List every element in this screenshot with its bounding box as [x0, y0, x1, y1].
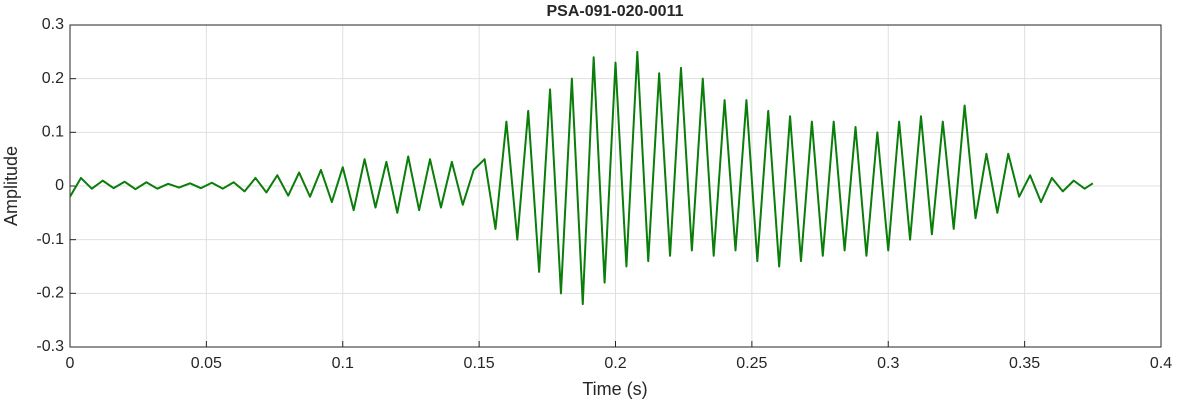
y-tick-label: 0.3 [42, 16, 64, 33]
y-tick-label: 0.1 [42, 124, 64, 141]
chart-title: PSA-091-020-0011 [547, 3, 684, 20]
y-tick-label: -0.3 [36, 338, 64, 355]
plot-frame [69, 24, 1162, 348]
x-tick-label: 0.25 [736, 355, 767, 372]
y-tick-label: -0.2 [36, 285, 64, 302]
y-tick-label: 0 [55, 177, 64, 194]
x-tick-label: 0.4 [1150, 355, 1172, 372]
x-tick-label: 0.05 [191, 355, 222, 372]
y-axis-label: Amplitude [1, 146, 21, 226]
x-tick-label: 0.15 [464, 355, 495, 372]
waveform-line [69, 50, 1094, 306]
x-tick-label: 0.3 [877, 355, 899, 372]
x-tick-label: 0.35 [1009, 355, 1040, 372]
y-tick-label: 0.2 [42, 70, 64, 87]
x-axis-label: Time (s) [582, 379, 647, 399]
x-tick-label: 0.1 [332, 355, 354, 372]
x-tick-label: 0.2 [604, 355, 626, 372]
x-tick-label: 0 [66, 355, 75, 372]
y-tick-label: -0.1 [36, 231, 64, 248]
